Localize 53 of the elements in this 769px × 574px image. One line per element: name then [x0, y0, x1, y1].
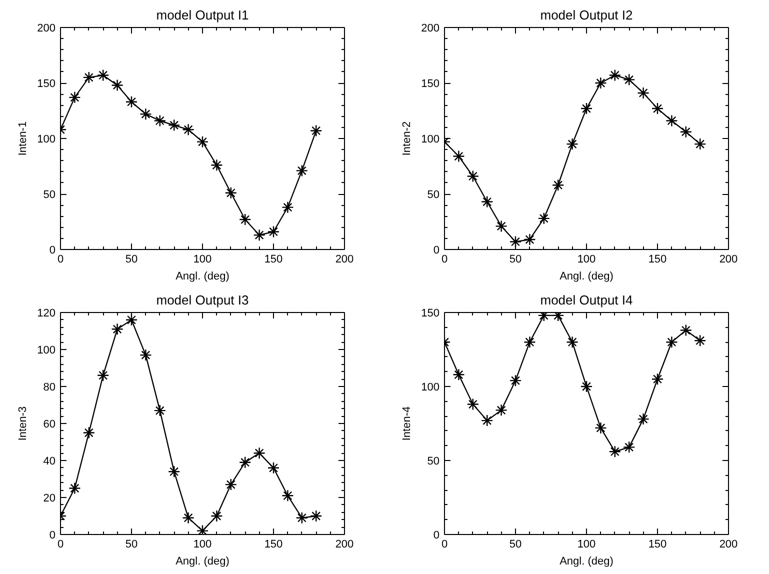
- x-axis-title: Angl. (deg): [560, 556, 614, 568]
- y-tick-label: 20: [43, 492, 56, 504]
- x-tick-label: 50: [125, 538, 138, 550]
- x-tick-label: 100: [193, 254, 212, 266]
- x-tick-label: 0: [441, 538, 448, 550]
- chart-title: model Output I2: [540, 8, 633, 22]
- x-tick-label: 150: [264, 538, 283, 550]
- y-tick-label: 0: [433, 244, 440, 256]
- y-axis-title: Inten-3: [17, 406, 30, 441]
- chart-title: model Output I4: [540, 292, 633, 308]
- x-tick-label: 50: [509, 254, 522, 266]
- x-tick-label: 150: [264, 254, 283, 266]
- x-axis-title: Angl. (deg): [176, 270, 230, 282]
- x-tick-label: 50: [125, 254, 138, 266]
- x-tick-label: 100: [577, 538, 596, 550]
- x-tick-label: 200: [719, 538, 738, 550]
- y-tick-label: 50: [43, 189, 56, 201]
- y-tick-label: 150: [421, 78, 440, 90]
- y-axis-title: Inten-2: [401, 121, 414, 156]
- y-tick-label: 100: [421, 134, 440, 146]
- y-tick-label: 120: [37, 308, 56, 320]
- x-tick-label: 50: [509, 538, 522, 550]
- y-tick-label: 0: [49, 530, 56, 542]
- x-tick-label: 200: [335, 254, 354, 266]
- y-tick-label: 80: [43, 382, 56, 394]
- y-tick-label: 0: [49, 244, 56, 256]
- x-tick-label: 100: [193, 538, 212, 550]
- y-axis-title: Inten-1: [17, 121, 30, 156]
- y-tick-label: 150: [37, 78, 56, 90]
- y-tick-label: 50: [427, 456, 440, 468]
- y-tick-label: 200: [421, 22, 440, 34]
- x-tick-label: 200: [719, 254, 738, 266]
- x-axis-title: Angl. (deg): [176, 556, 230, 568]
- y-tick-label: 50: [427, 189, 440, 201]
- y-tick-label: 100: [421, 382, 440, 394]
- x-tick-label: 0: [441, 254, 448, 266]
- y-tick-label: 0: [433, 530, 440, 542]
- y-tick-label: 150: [421, 308, 440, 320]
- y-tick-label: 200: [37, 22, 56, 34]
- x-tick-label: 150: [648, 538, 667, 550]
- chart-title: model Output I1: [156, 8, 249, 22]
- x-tick-label: 150: [648, 254, 667, 266]
- x-tick-label: 200: [335, 538, 354, 550]
- y-axis-title: Inten-4: [401, 406, 414, 441]
- x-tick-label: 100: [577, 254, 596, 266]
- x-tick-label: 0: [57, 538, 64, 550]
- x-axis-title: Angl. (deg): [560, 270, 614, 282]
- x-tick-label: 0: [57, 254, 64, 266]
- y-tick-label: 40: [43, 456, 56, 468]
- y-tick-label: 100: [37, 344, 56, 356]
- y-tick-label: 100: [37, 134, 56, 146]
- y-tick-label: 60: [43, 418, 56, 430]
- chart-title: model Output I3: [156, 292, 249, 308]
